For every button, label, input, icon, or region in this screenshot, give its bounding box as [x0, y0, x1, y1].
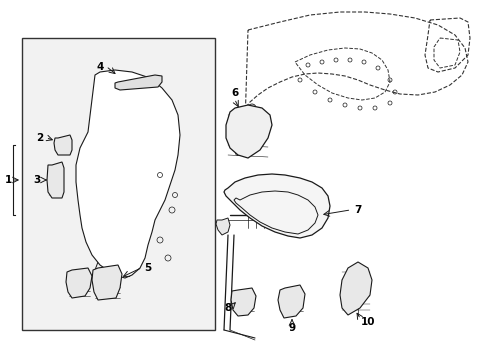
Polygon shape [216, 218, 229, 235]
Polygon shape [138, 108, 156, 120]
Polygon shape [138, 143, 156, 155]
Text: 2: 2 [36, 133, 43, 143]
Polygon shape [278, 285, 305, 318]
Text: 6: 6 [231, 88, 238, 98]
Polygon shape [47, 162, 64, 198]
Polygon shape [230, 288, 256, 316]
Text: 9: 9 [288, 323, 295, 333]
Polygon shape [115, 75, 162, 90]
Text: 1: 1 [4, 175, 12, 185]
Text: 4: 4 [96, 62, 103, 72]
Polygon shape [92, 265, 122, 300]
Polygon shape [22, 38, 215, 330]
Polygon shape [138, 125, 156, 137]
Polygon shape [54, 135, 72, 155]
Polygon shape [339, 262, 371, 315]
Text: 7: 7 [354, 205, 361, 215]
Polygon shape [66, 268, 92, 298]
Polygon shape [225, 105, 271, 158]
Text: 5: 5 [144, 263, 151, 273]
Polygon shape [76, 70, 180, 278]
Text: 3: 3 [33, 175, 41, 185]
Circle shape [247, 104, 256, 112]
Text: 8: 8 [224, 303, 231, 313]
Text: 10: 10 [360, 317, 374, 327]
Polygon shape [224, 174, 329, 238]
